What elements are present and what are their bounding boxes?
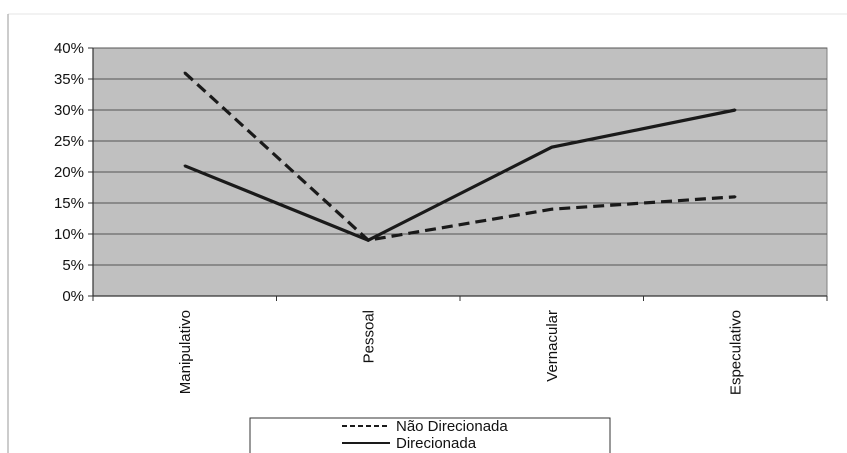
y-tick-label: 0% xyxy=(62,288,84,305)
gridlines xyxy=(93,47,827,266)
y-tick-label: 15% xyxy=(54,195,84,212)
data-point xyxy=(734,195,737,198)
y-tick-label: 40% xyxy=(54,40,84,57)
data-point xyxy=(734,108,737,112)
data-point xyxy=(183,164,186,167)
series-line-nao-direcionada xyxy=(183,71,736,242)
x-axis-ticks: Manipulativo Pessoal Vernacular Especulativ… xyxy=(92,296,828,395)
series-line-direcionada xyxy=(184,108,736,242)
data-point xyxy=(367,239,370,242)
data-point xyxy=(183,71,186,75)
y-tick-label: 35% xyxy=(54,71,84,88)
x-tick-label: Pessoal xyxy=(360,310,377,363)
y-tick-label: 20% xyxy=(54,164,84,181)
x-tick-label: Vernacular xyxy=(544,310,561,382)
y-tick-label: 10% xyxy=(54,226,84,243)
y-tick-label: 25% xyxy=(54,133,84,150)
x-tick-label: Manipulativo xyxy=(177,310,194,394)
data-point xyxy=(550,208,553,211)
y-axis-ticks: 0% 5% 10% 15% 20% 25% 30% 35% 40% xyxy=(54,40,93,305)
x-tick-label: Especulativo xyxy=(727,310,744,395)
legend-label: Não Direcionada xyxy=(396,418,508,435)
y-tick-label: 5% xyxy=(62,257,84,274)
series-layer xyxy=(183,71,737,242)
y-tick-label: 30% xyxy=(54,102,84,119)
legend-box xyxy=(249,417,611,453)
data-point xyxy=(550,146,553,149)
legend-label: Direcionada xyxy=(396,435,477,452)
